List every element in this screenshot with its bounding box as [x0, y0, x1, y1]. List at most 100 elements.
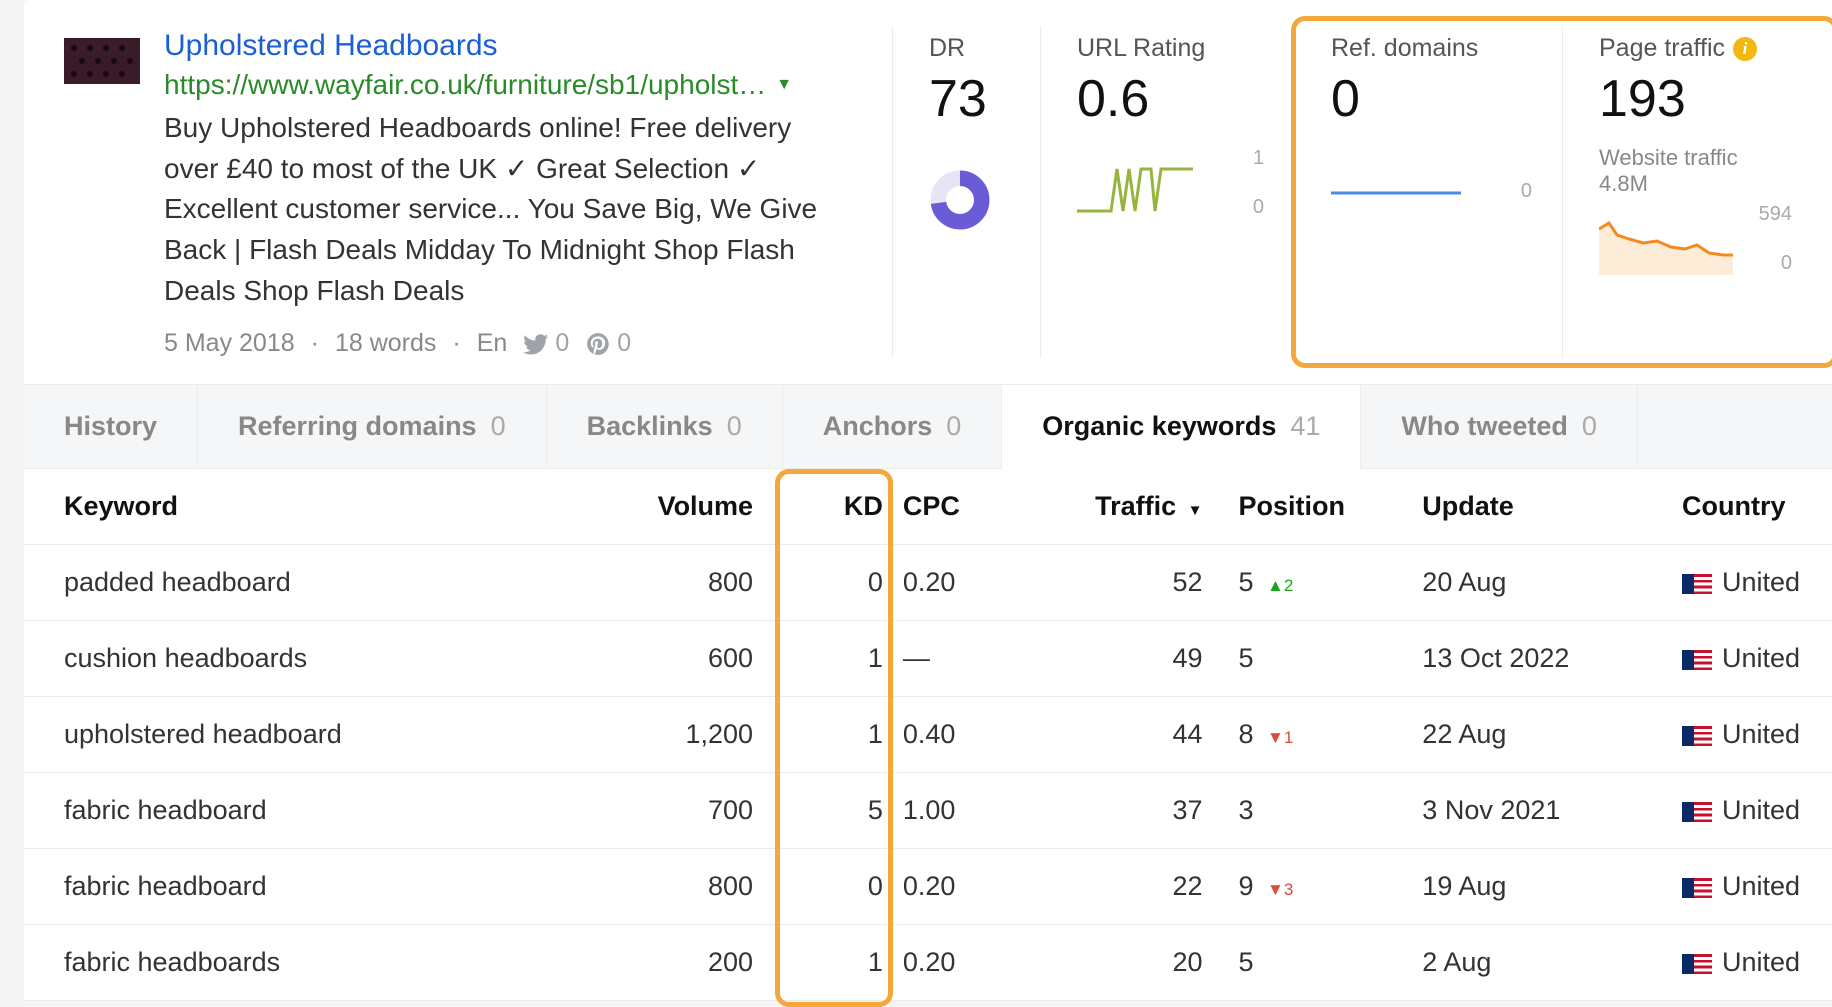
cell-keyword: fabric headboards: [24, 925, 543, 1001]
table-row[interactable]: fabric headboard70051.003733 Nov 2021Uni…: [24, 773, 1832, 849]
pt-spark-max: 594: [1759, 203, 1792, 226]
cell-traffic: 44: [1033, 697, 1213, 773]
table-row[interactable]: padded headboard80000.20525 ▲220 AugUnit…: [24, 545, 1832, 621]
info-icon[interactable]: i: [1733, 37, 1757, 61]
cell-volume: 800: [543, 849, 763, 925]
tab-organic-keywords[interactable]: Organic keywords41: [1002, 385, 1361, 469]
metric-dr[interactable]: DR 73: [893, 26, 1041, 358]
cell-country: United: [1672, 697, 1832, 773]
tab-label: Who tweeted: [1401, 411, 1568, 442]
pinterest-count-value: 0: [617, 329, 631, 358]
metric-page-traffic[interactable]: Page traffic i 193 Website traffic 4.8M …: [1563, 26, 1832, 358]
cell-country: United: [1672, 545, 1832, 621]
ur-spark-min: 0: [1253, 196, 1264, 219]
cell-position: 3: [1212, 773, 1412, 849]
url-dropdown-icon[interactable]: ▼: [776, 76, 792, 94]
cell-volume: 200: [543, 925, 763, 1001]
cell-kd: 0: [763, 849, 893, 925]
ur-sparkline: [1077, 163, 1207, 219]
page-url-link[interactable]: https://www.wayfair.co.uk/furniture/sb1/…: [164, 65, 766, 104]
col-country[interactable]: Country: [1672, 469, 1832, 545]
cell-country: United: [1672, 849, 1832, 925]
cell-keyword: cushion headboards: [24, 621, 543, 697]
metric-rd-value: 0: [1331, 73, 1532, 125]
cell-position: 5 ▲2: [1212, 545, 1412, 621]
pt-sparkline: [1599, 219, 1739, 275]
cell-volume: 1,200: [543, 697, 763, 773]
page-word-count: 18 words: [311, 329, 437, 358]
cell-traffic: 37: [1033, 773, 1213, 849]
tab-count: 0: [946, 411, 961, 442]
cell-cpc: 0.20: [893, 925, 1033, 1001]
ur-spark-max: 1: [1253, 147, 1264, 170]
tab-count: 0: [1582, 411, 1597, 442]
metric-pt-value: 193: [1599, 73, 1792, 125]
table-row[interactable]: fabric headboards20010.202052 AugUnited: [24, 925, 1832, 1001]
metric-dr-value: 73: [929, 73, 1010, 125]
uk-flag-icon: [1682, 574, 1712, 594]
table-row[interactable]: upholstered headboard1,20010.40448 ▼122 …: [24, 697, 1832, 773]
dr-donut-icon: [929, 169, 991, 231]
tab-anchors[interactable]: Anchors0: [783, 385, 1003, 468]
page-summary: Upholstered Headboards https://www.wayfa…: [64, 26, 892, 358]
tab-count: 0: [727, 411, 742, 442]
col-position[interactable]: Position: [1212, 469, 1412, 545]
cell-country: United: [1672, 925, 1832, 1001]
delta-up-icon: ▲2: [1267, 576, 1293, 595]
metric-ur-value: 0.6: [1077, 73, 1264, 125]
tab-history[interactable]: History: [24, 385, 198, 468]
tabs: HistoryReferring domains0Backlinks0Ancho…: [24, 384, 1832, 469]
cell-volume: 600: [543, 621, 763, 697]
table-row[interactable]: cushion headboards6001—49513 Oct 2022Uni…: [24, 621, 1832, 697]
cell-cpc: 1.00: [893, 773, 1033, 849]
uk-flag-icon: [1682, 650, 1712, 670]
delta-down-icon: ▼3: [1267, 880, 1293, 899]
uk-flag-icon: [1682, 726, 1712, 746]
cell-kd: 1: [763, 621, 893, 697]
col-update[interactable]: Update: [1412, 469, 1672, 545]
cell-keyword: fabric headboard: [24, 849, 543, 925]
cell-kd: 1: [763, 925, 893, 1001]
cell-update: 19 Aug: [1412, 849, 1672, 925]
cell-volume: 800: [543, 545, 763, 621]
cell-update: 13 Oct 2022: [1412, 621, 1672, 697]
col-traffic[interactable]: Traffic ▼: [1033, 469, 1213, 545]
twitter-icon: [523, 331, 549, 357]
col-cpc[interactable]: CPC: [893, 469, 1033, 545]
cell-kd: 5: [763, 773, 893, 849]
col-keyword[interactable]: Keyword: [24, 469, 543, 545]
metric-pt-label: Page traffic: [1599, 34, 1725, 63]
tab-who-tweeted[interactable]: Who tweeted 0: [1361, 385, 1638, 468]
rd-sparkline: [1331, 147, 1471, 203]
cell-traffic: 49: [1033, 621, 1213, 697]
col-kd[interactable]: KD: [763, 469, 893, 545]
tab-backlinks[interactable]: Backlinks0: [547, 385, 783, 468]
page-title-link[interactable]: Upholstered Headboards: [164, 26, 892, 65]
cell-update: 2 Aug: [1412, 925, 1672, 1001]
website-traffic-sub: Website traffic 4.8M: [1599, 145, 1792, 197]
cell-update: 3 Nov 2021: [1412, 773, 1672, 849]
col-volume[interactable]: Volume: [543, 469, 763, 545]
pinterest-count[interactable]: 0: [585, 329, 631, 358]
metric-url-rating[interactable]: URL Rating 0.6 1 0: [1041, 26, 1295, 358]
tab-referring-domains[interactable]: Referring domains0: [198, 385, 547, 468]
cell-update: 22 Aug: [1412, 697, 1672, 773]
tab-count: 41: [1290, 411, 1320, 442]
cell-position: 5: [1212, 621, 1412, 697]
twitter-count-value: 0: [555, 329, 569, 358]
cell-keyword: fabric headboard: [24, 773, 543, 849]
tab-count: 0: [491, 411, 506, 442]
table-row[interactable]: fabric headboard80000.20229 ▼319 AugUnit…: [24, 849, 1832, 925]
twitter-count[interactable]: 0: [523, 329, 569, 358]
metrics-row: DR 73 URL Rating 0.6 1 0: [892, 26, 1832, 358]
cell-update: 20 Aug: [1412, 545, 1672, 621]
uk-flag-icon: [1682, 878, 1712, 898]
metric-ref-domains[interactable]: Ref. domains 0 0: [1295, 26, 1563, 358]
pinterest-icon: [585, 331, 611, 357]
cell-position: 8 ▼1: [1212, 697, 1412, 773]
cell-country: United: [1672, 773, 1832, 849]
keywords-table: KeywordVolumeKDCPCTraffic ▼PositionUpdat…: [24, 469, 1832, 1001]
page-language: En: [452, 329, 507, 358]
metric-dr-label: DR: [929, 34, 1010, 63]
cell-position: 5: [1212, 925, 1412, 1001]
